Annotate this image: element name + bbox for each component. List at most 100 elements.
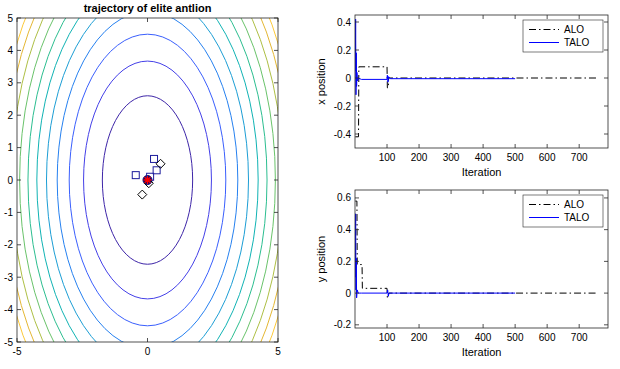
x-tick-label: 400 [475, 332, 492, 343]
x-tick [547, 190, 548, 194]
y-tick [17, 147, 21, 148]
axes-frame [355, 15, 608, 148]
x-tick [451, 324, 452, 328]
y-tick-label: 0.4 [337, 17, 351, 28]
y-tick [604, 22, 608, 23]
x-tick-label: 300 [443, 332, 460, 343]
x-tick-label: 200 [411, 152, 428, 163]
y-tick [17, 309, 21, 310]
y-tick [17, 244, 21, 245]
y-axis-label: y position [315, 236, 327, 282]
contour-line [84, 61, 212, 299]
y-tick-label: -2 [4, 239, 13, 250]
legend-label: ALO [564, 24, 584, 35]
y-tick [355, 293, 359, 294]
y-tick-label: 1 [7, 142, 13, 153]
y-tick [355, 50, 359, 51]
x-tick-label: 200 [411, 332, 428, 343]
contour-line [17, 18, 278, 342]
x-tick [387, 190, 388, 194]
y-tick [355, 106, 359, 107]
x-tick [451, 190, 452, 194]
x-tick [515, 15, 516, 19]
x-tick [579, 144, 580, 148]
y-tick [604, 78, 608, 79]
x-tick [17, 18, 18, 22]
y-tick [604, 229, 608, 230]
y-tick [604, 324, 608, 325]
y-tick [604, 50, 608, 51]
x-tick-label: 5 [275, 346, 281, 357]
x-tick [547, 15, 548, 19]
y-tick [17, 212, 21, 213]
contour-line [17, 18, 278, 342]
x-tick-label: 500 [507, 152, 524, 163]
legend-swatch [529, 42, 559, 43]
y-tick-label: 4 [7, 45, 13, 56]
contour-line [37, 18, 258, 342]
chart-title: trajectory of elite antlion [84, 2, 212, 14]
x-tick [515, 324, 516, 328]
legend-label: ALO [564, 199, 584, 210]
legend-label: TALO [564, 212, 590, 223]
y-tick [17, 342, 21, 343]
y-tick [355, 78, 359, 79]
x-tick [451, 15, 452, 19]
x-tick [387, 144, 388, 148]
x-tick-label: 700 [571, 332, 588, 343]
legend-label: TALO [564, 37, 590, 48]
y-tick-label: 0 [345, 288, 351, 299]
x-tick-label: 0 [145, 346, 151, 357]
y-tick [17, 82, 21, 83]
point-square [153, 167, 160, 174]
x-axis-label: Iteration [462, 346, 502, 358]
y-tick-label: -0.2 [334, 101, 352, 112]
y-tick-label: -0.4 [334, 129, 352, 140]
contour-line [102, 96, 192, 264]
x-tick [579, 15, 580, 19]
y-tick-label: 0.2 [337, 256, 351, 267]
x-tick [278, 18, 279, 22]
point-diamond [138, 190, 147, 199]
contour-line [46, 18, 248, 342]
contour-line [57, 18, 238, 342]
x-tick-label: -5 [13, 346, 22, 357]
legend-swatch [529, 29, 559, 30]
series-line [355, 214, 515, 298]
x-tick [419, 144, 420, 148]
x-tick [483, 190, 484, 194]
y-tick [17, 18, 21, 19]
x-tick [147, 18, 148, 22]
y-tick-label: 2 [7, 110, 13, 121]
legend-box [523, 20, 603, 52]
legend: ALO TALO [523, 20, 603, 52]
contour-line [20, 18, 276, 342]
axes-frame [355, 190, 608, 328]
x-tick-label: 500 [507, 332, 524, 343]
y-tick [355, 324, 359, 325]
legend-swatch [529, 217, 559, 218]
point-square [151, 155, 158, 162]
y-tick [355, 22, 359, 23]
x-tick [387, 324, 388, 328]
y-tick [604, 293, 608, 294]
y-tick-label: -3 [4, 272, 13, 283]
y-tick [17, 277, 21, 278]
y-axis-label: x position [315, 58, 327, 104]
figure: -505-5-4-3-2-1012345trajectory of elite … [0, 0, 620, 369]
y-tick [274, 277, 278, 278]
x-tick [419, 324, 420, 328]
y-tick [355, 134, 359, 135]
y-tick-label: 0.2 [337, 45, 351, 56]
x-tick [483, 15, 484, 19]
y-tick [355, 197, 359, 198]
x-tick [579, 190, 580, 194]
y-tick [17, 180, 21, 181]
y-tick-label: 0.6 [337, 192, 351, 203]
legend: ALO TALO [523, 195, 603, 227]
x-tick [483, 324, 484, 328]
y-tick [274, 82, 278, 83]
axes-frame [17, 18, 278, 342]
y-tick [17, 50, 21, 51]
point-diamond [156, 159, 165, 168]
